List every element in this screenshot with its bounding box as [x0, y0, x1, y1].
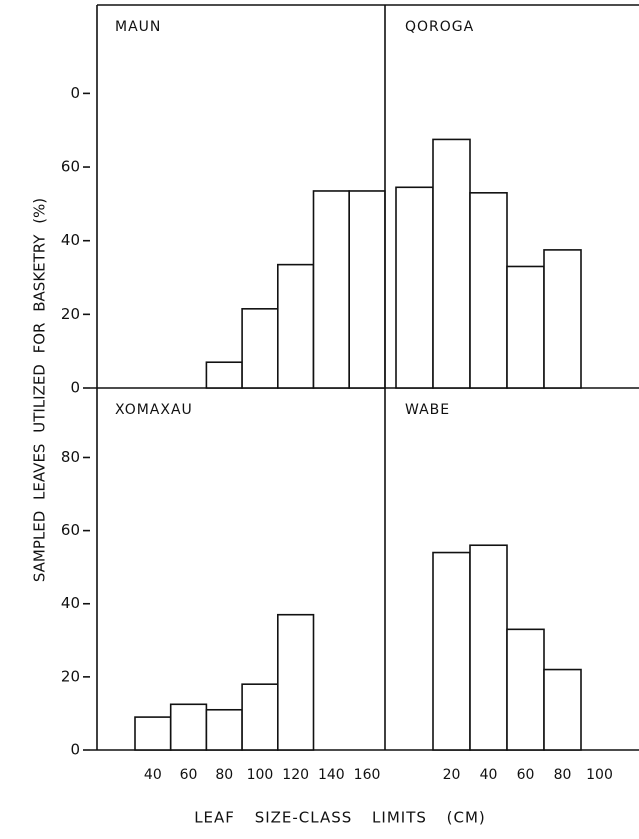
x-tick-label: 60	[180, 767, 198, 783]
bar	[241, 683, 279, 751]
x-tick-label: 40	[480, 767, 498, 783]
bar	[543, 249, 582, 389]
y-axis-label: SAMPLED LEAVES UTILIZED FOR BASKETRY (%)	[31, 198, 49, 582]
bar	[169, 703, 208, 751]
bar	[506, 265, 545, 389]
x-tick-label: 100	[247, 767, 274, 783]
y-tick-label: 60	[61, 521, 80, 539]
y-tick-label: 60	[61, 158, 80, 176]
bar	[395, 186, 434, 389]
x-tick-label: 80	[554, 767, 572, 783]
bar	[348, 190, 386, 389]
panel-title: XOMAXAU	[115, 402, 193, 418]
x-tick-label: 160	[354, 767, 381, 783]
x-axis-label: LEAF SIZE-CLASS LIMITS (CM)	[194, 809, 486, 827]
y-tick-label: 0	[70, 379, 80, 397]
bar	[312, 190, 351, 389]
bar	[469, 192, 508, 389]
bar	[205, 708, 243, 751]
x-tick-label: 80	[215, 767, 233, 783]
bar	[432, 138, 471, 389]
y-tick-label: 40	[61, 231, 80, 249]
x-tick-label: 60	[517, 767, 535, 783]
y-tick-label: 80	[61, 448, 80, 466]
x-tick-label: 120	[282, 767, 309, 783]
y-tick-label: 40	[61, 594, 80, 612]
bar	[241, 308, 279, 389]
panel-title: MAUN	[115, 19, 161, 35]
bar	[205, 361, 243, 389]
x-tick-label: 140	[318, 767, 345, 783]
bar	[276, 613, 315, 751]
x-tick-label: 40	[144, 767, 162, 783]
y-tick-label: 0	[70, 741, 80, 759]
x-tick-label: 100	[586, 767, 613, 783]
x-tick-label: 20	[443, 767, 461, 783]
bar	[276, 263, 315, 389]
panel-title: WABE	[405, 402, 450, 418]
bar	[469, 544, 508, 751]
y-tick-label: 20	[61, 667, 80, 685]
panel-title: QOROGA	[405, 19, 474, 35]
bar	[432, 551, 471, 751]
bar	[134, 716, 172, 751]
y-tick-label: 0	[70, 84, 80, 102]
bar	[506, 628, 545, 751]
bar	[543, 668, 582, 751]
y-tick-label: 20	[61, 305, 80, 323]
